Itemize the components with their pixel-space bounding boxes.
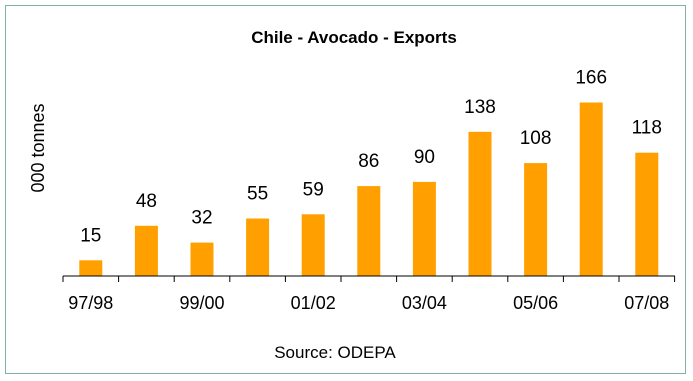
data-label-03-04: 90 [414,147,435,168]
data-label-98-99: 48 [136,191,157,212]
bar-07-08 [635,152,659,276]
data-labels-group: 15 48 32 55 59 86 90 138 108 166 118 [80,68,662,247]
chart-frame [5,5,686,374]
x-tick-label: 07/08 [624,293,669,313]
bar-05-06 [524,163,548,276]
x-tick-label: 01/02 [291,293,336,313]
bar-00-01 [246,218,270,276]
bars-group [79,102,659,276]
x-tick-label: 05/06 [513,293,558,313]
bar-04-05 [468,131,492,276]
y-axis-label: 000 tonnes [28,103,48,192]
data-label-05-06: 108 [520,128,552,149]
data-label-97-98: 15 [80,225,101,246]
bar-06-07 [579,102,603,276]
data-label-01-02: 59 [303,179,324,200]
data-label-99-00: 32 [191,208,212,229]
x-tick-label: 99/00 [179,293,224,313]
x-tick-label: 03/04 [402,293,447,313]
data-label-04-05: 138 [464,97,496,118]
x-ticks-group [62,276,676,282]
data-label-07-08: 118 [632,118,662,139]
data-label-02-03: 86 [358,151,379,172]
source-note: Source: ODEPA [274,343,396,362]
x-tick-label: 97/98 [68,293,113,313]
bar-01-02 [301,214,325,276]
bar-97-98 [79,260,103,276]
bar-02-03 [357,186,381,276]
bar-98-99 [134,225,158,276]
data-label-00-01: 55 [247,184,268,205]
bar-03-04 [412,181,436,276]
chart-title: Chile - Avocado - Exports [251,28,457,47]
x-tick-labels-group: 97/98 99/00 01/02 03/04 05/06 07/08 [68,293,669,313]
data-label-06-07: 166 [575,68,607,89]
bar-99-00 [190,242,214,276]
